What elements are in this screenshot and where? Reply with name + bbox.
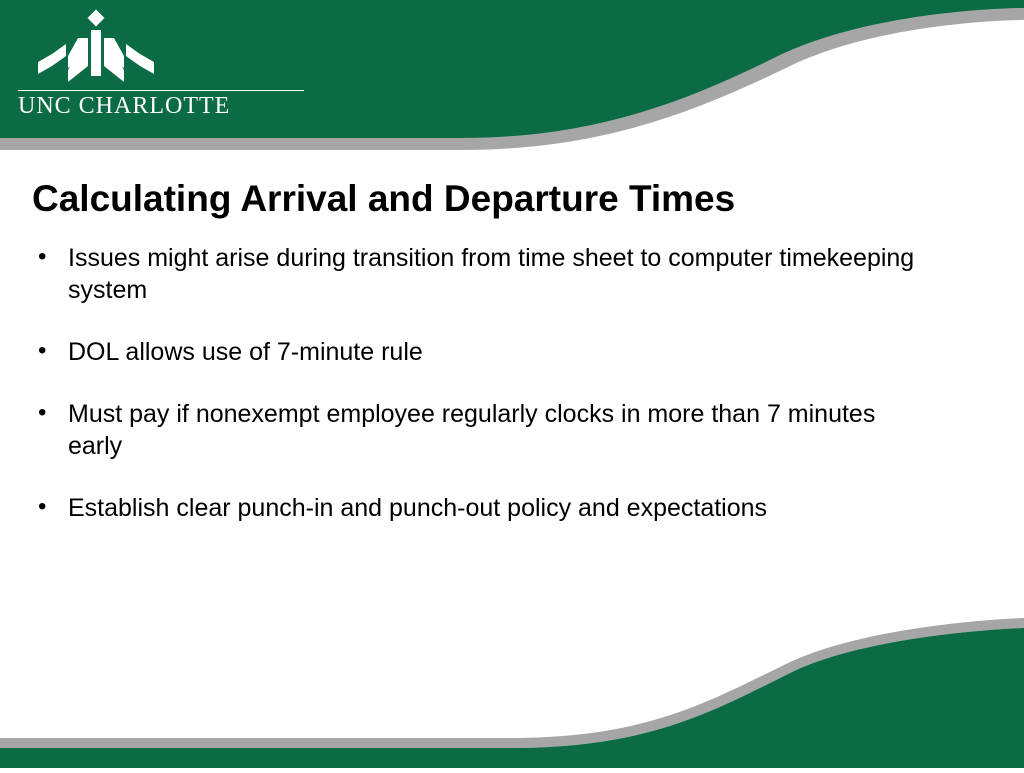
bullet-item: DOL allows use of 7-minute rule bbox=[68, 336, 976, 368]
brand-logo: UNC CHARLOTTE bbox=[18, 8, 318, 120]
bullet-list: Issues might arise during transition fro… bbox=[32, 242, 976, 524]
footer-swoosh bbox=[0, 618, 1024, 768]
slide-content: Calculating Arrival and Departure Times … bbox=[32, 178, 976, 554]
slide-title: Calculating Arrival and Departure Times bbox=[32, 178, 976, 220]
bullet-item: Issues might arise during transition fro… bbox=[68, 242, 976, 306]
bullet-item: Establish clear punch-in and punch-out p… bbox=[68, 492, 976, 524]
crown-icon bbox=[18, 8, 168, 86]
brand-name: UNC CHARLOTTE bbox=[18, 93, 318, 120]
bullet-item: Must pay if nonexempt employee regularly… bbox=[68, 398, 976, 462]
